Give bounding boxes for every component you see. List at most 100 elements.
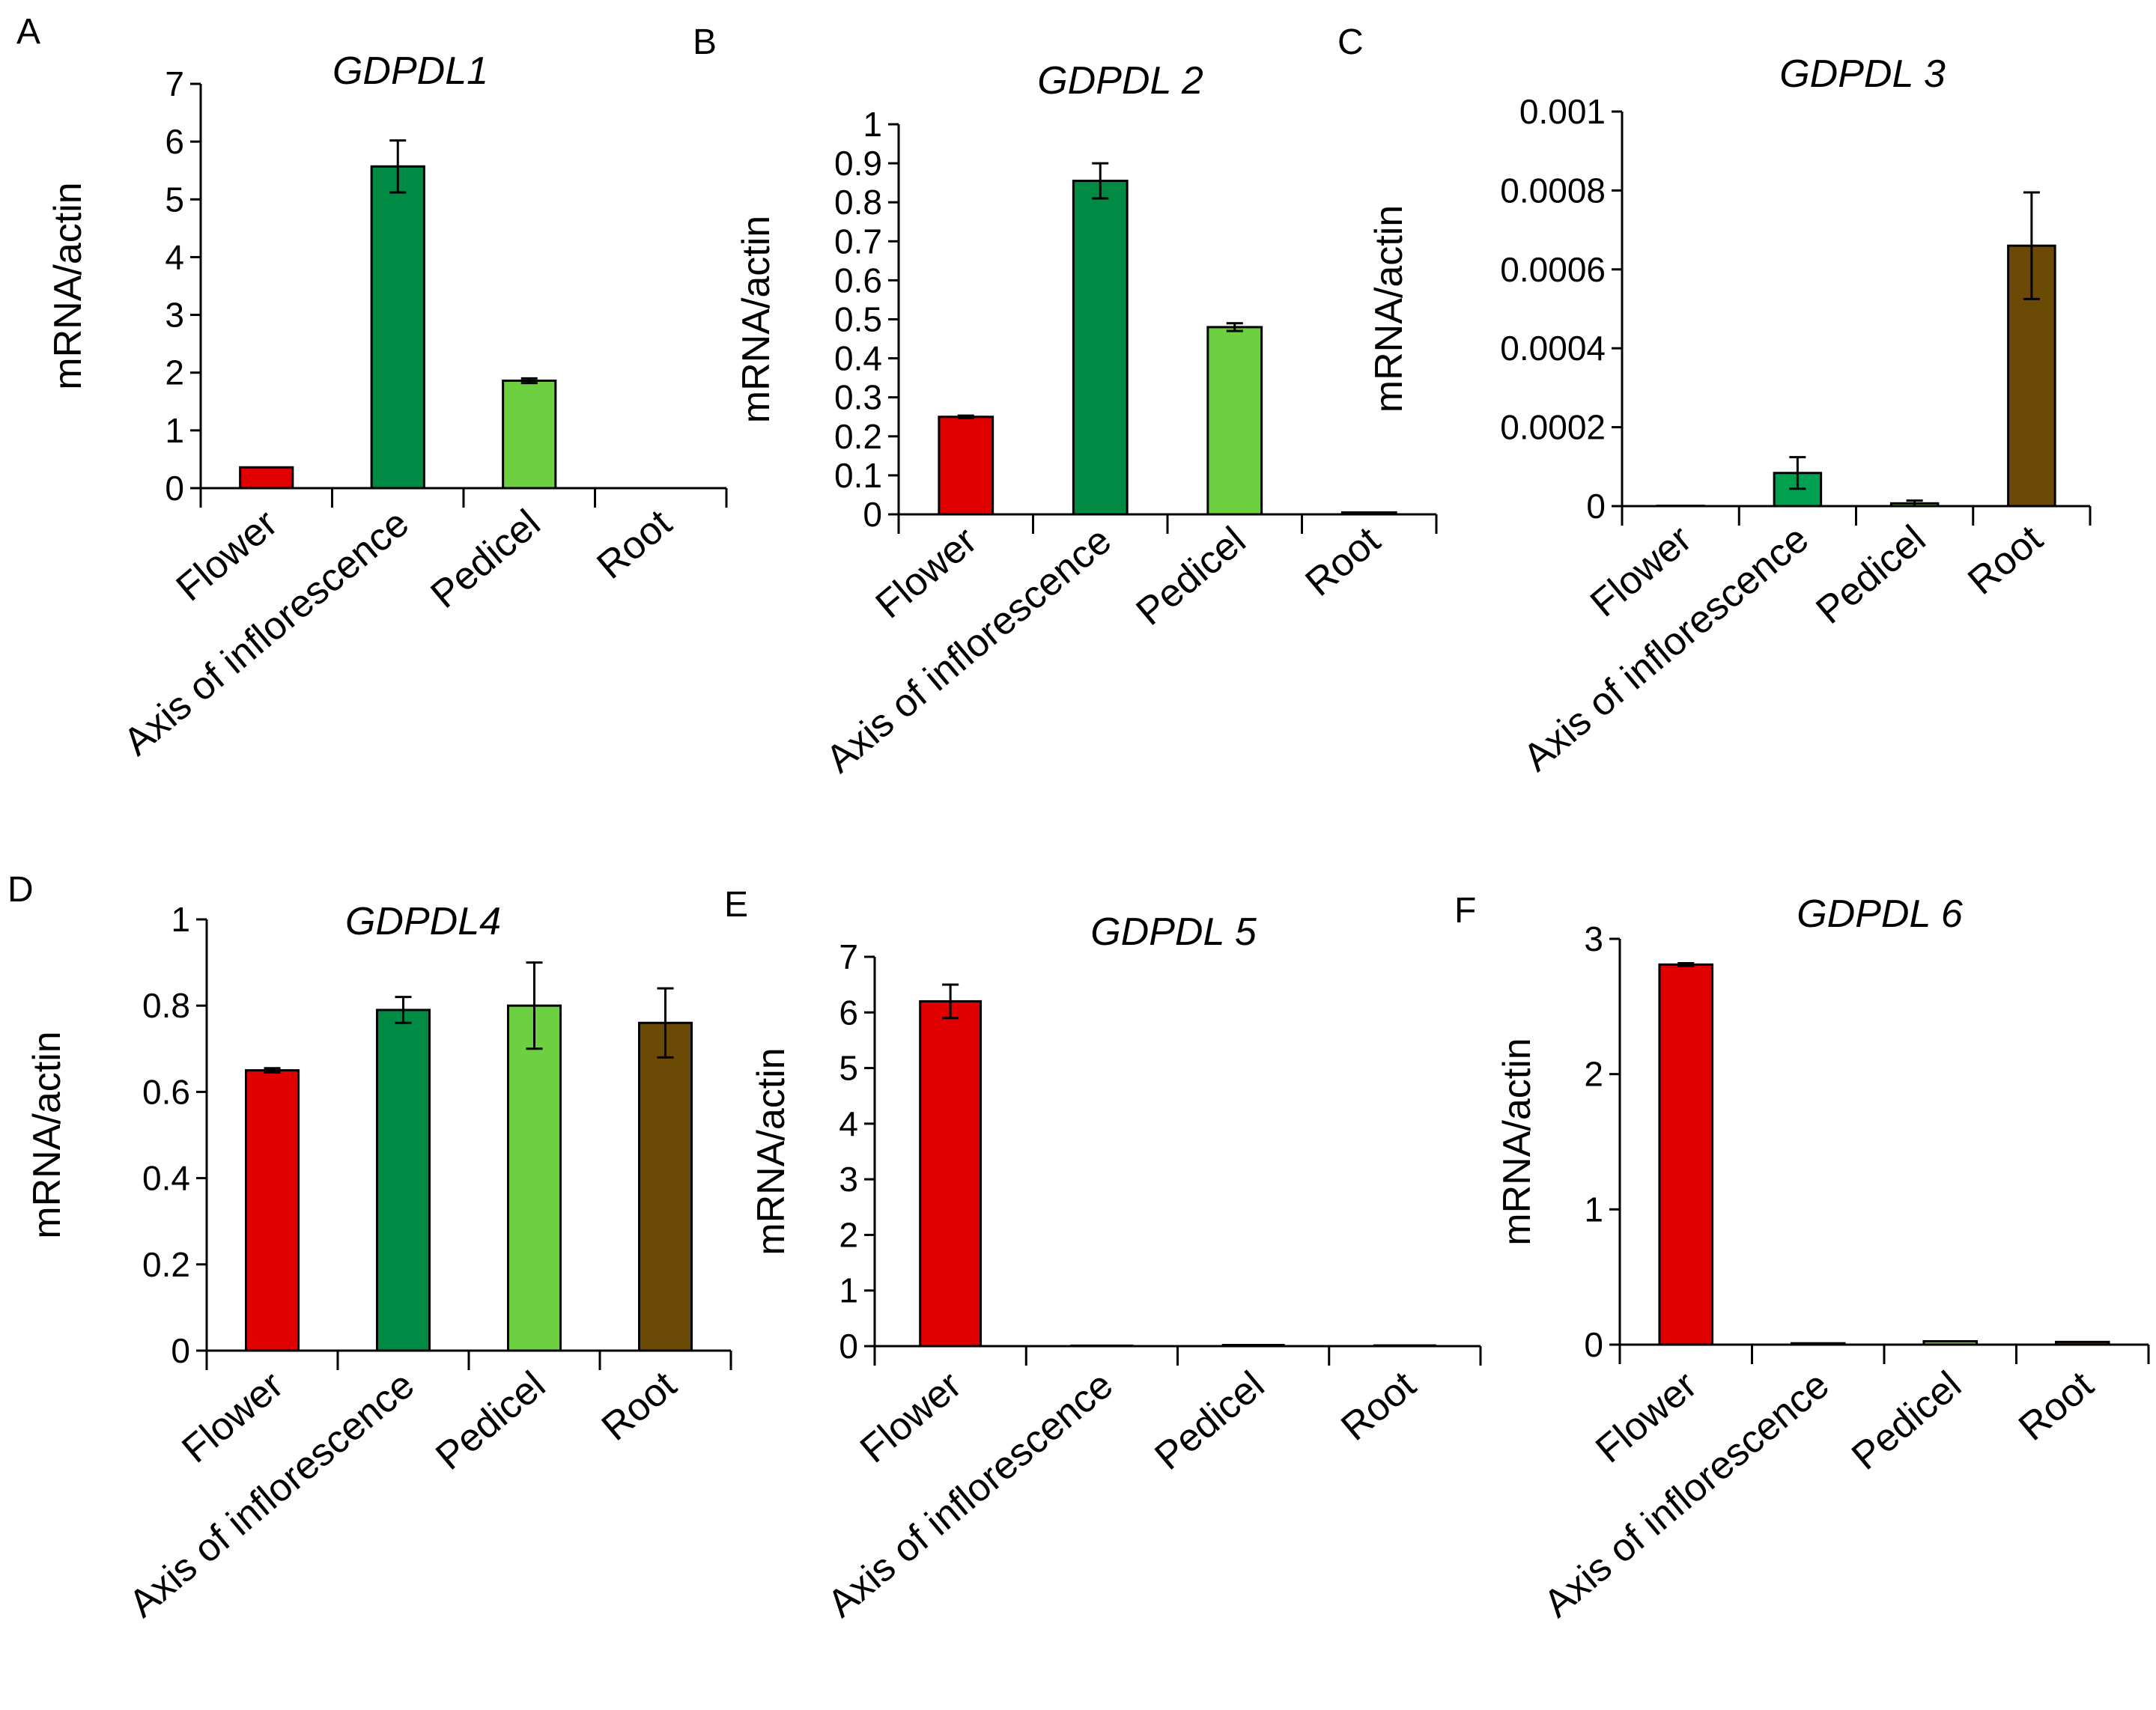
- panel-letter-f: F: [1454, 891, 1476, 931]
- y-tick-label-f: 2: [1584, 1055, 1603, 1094]
- x-category-label-f: Root: [2011, 1363, 2102, 1449]
- chart-panel-b: B GDPDL 2 00.10.20.30.40.50.60.70.80.91 Flo…: [693, 22, 1438, 782]
- panel-letter-e: E: [724, 885, 748, 925]
- bar-d-1: [245, 1069, 300, 1352]
- x-category-label-a: Pedicel: [423, 502, 549, 617]
- bar-b-1: [938, 416, 995, 516]
- bar-a-2: [370, 165, 425, 490]
- bar-e-2: [1070, 1344, 1134, 1348]
- x-category-label-b: Root: [1298, 518, 1389, 604]
- y-tick-label-c: 0.001: [1519, 92, 1606, 131]
- y-tick-label-e: 2: [839, 1215, 858, 1254]
- y-tick-label-e: 3: [839, 1160, 858, 1199]
- y-axis-label-c: mRNA/actin: [1367, 205, 1411, 413]
- bar-a-1: [239, 466, 294, 490]
- y-axis-label-e: mRNA/actin: [750, 1047, 793, 1255]
- x-category-label-f: Pedicel: [1844, 1363, 1970, 1479]
- y-tick-label-b: 0.7: [834, 222, 882, 261]
- y-tick-label-f: 3: [1584, 919, 1603, 958]
- panel-letter-d: D: [7, 870, 34, 910]
- y-tick-label-d: 0: [171, 1331, 190, 1370]
- bar-f-3: [1922, 1339, 1979, 1346]
- y-tick-label-e: 0: [839, 1327, 858, 1366]
- bar-b-2: [1072, 180, 1129, 516]
- y-tick-label-e: 7: [839, 937, 858, 976]
- y-tick-label-b: 0: [863, 495, 882, 534]
- y-tick-label-a: 0: [165, 469, 184, 508]
- y-tick-label-e: 5: [839, 1049, 858, 1088]
- y-tick-label-e: 4: [839, 1104, 858, 1143]
- y-tick-label-f: 0: [1584, 1325, 1603, 1364]
- y-tick-label-b: 0.3: [834, 378, 882, 417]
- x-category-label-e: Flower: [852, 1363, 970, 1472]
- y-tick-label-b: 1: [863, 105, 882, 144]
- y-tick-label-d: 0.6: [142, 1072, 190, 1111]
- bar-d-4: [638, 1021, 693, 1352]
- bar-d-3: [507, 1004, 562, 1352]
- bar-f-2: [1790, 1342, 1846, 1346]
- x-category-label-b: Flower: [868, 519, 986, 627]
- y-tick-label-b: 0.2: [834, 417, 882, 456]
- bar-b-3: [1206, 326, 1263, 516]
- y-tick-label-f: 1: [1584, 1190, 1603, 1229]
- y-axis-label-b: mRNA/actin: [735, 216, 778, 423]
- chart-title-b: GDPDL 2: [1037, 59, 1203, 103]
- bar-d-2: [376, 1008, 431, 1352]
- y-tick-label-b: 0.5: [834, 300, 882, 339]
- x-category-label-e: Axis of inflorescence: [819, 1363, 1121, 1626]
- y-axis-label-d: mRNA/actin: [25, 1031, 69, 1238]
- x-category-label-a: Flower: [168, 502, 286, 610]
- x-category-label-e: Root: [1333, 1363, 1424, 1449]
- x-category-label-d: Pedicel: [428, 1363, 553, 1479]
- x-category-label-a: Root: [589, 501, 681, 587]
- chart-title-e: GDPDL 5: [1090, 910, 1257, 954]
- x-category-label-c: Pedicel: [1808, 517, 1934, 633]
- y-tick-label-c: 0.0008: [1500, 171, 1606, 210]
- y-tick-label-a: 1: [165, 411, 184, 450]
- y-tick-label-c: 0: [1586, 487, 1606, 526]
- y-tick-label-d: 0.2: [142, 1245, 190, 1284]
- x-category-label-d: Flower: [174, 1363, 291, 1472]
- panel-letter-c: C: [1337, 22, 1364, 62]
- y-tick-label-a: 4: [165, 237, 184, 276]
- y-tick-label-d: 0.4: [142, 1159, 190, 1198]
- y-tick-label-b: 0.6: [834, 261, 882, 299]
- y-tick-label-b: 0.8: [834, 183, 882, 222]
- y-tick-label-d: 1: [171, 900, 190, 939]
- bar-f-1: [1658, 963, 1714, 1346]
- chart-title-f: GDPDL 6: [1797, 892, 1963, 936]
- x-category-label-c: Root: [1960, 517, 2051, 603]
- panel-letter-a: A: [16, 12, 40, 52]
- y-tick-label-a: 7: [165, 64, 184, 103]
- y-tick-label-b: 0.9: [834, 144, 882, 183]
- bar-e-3: [1221, 1344, 1285, 1348]
- chart-title-a: GDPDL1: [332, 49, 488, 93]
- y-axis-label-f: mRNA/actin: [1495, 1038, 1539, 1245]
- y-tick-label-a: 2: [165, 353, 184, 392]
- y-tick-label-c: 0.0006: [1500, 250, 1606, 289]
- y-tick-label-b: 0.4: [834, 339, 882, 378]
- x-category-label-d: Root: [594, 1363, 685, 1449]
- bar-e-4: [1373, 1344, 1436, 1348]
- y-tick-label-a: 3: [165, 296, 184, 335]
- y-tick-label-e: 6: [839, 993, 858, 1032]
- bar-a-3: [502, 380, 557, 490]
- y-tick-label-b: 0.1: [834, 456, 882, 495]
- y-tick-label-a: 5: [165, 180, 184, 219]
- x-category-label-b: Pedicel: [1129, 519, 1254, 634]
- y-tick-label-a: 6: [165, 122, 184, 161]
- y-tick-label-c: 0.0004: [1500, 329, 1606, 368]
- y-axis-label-a: mRNA/actin: [46, 182, 90, 389]
- x-category-label-f: Flower: [1588, 1363, 1705, 1472]
- panel-letter-b: B: [693, 22, 717, 62]
- x-category-label-e: Pedicel: [1147, 1363, 1272, 1479]
- y-tick-label-c: 0.0002: [1500, 408, 1606, 447]
- y-tick-label-d: 0.8: [142, 986, 190, 1025]
- chart-title-d: GDPDL4: [345, 900, 501, 943]
